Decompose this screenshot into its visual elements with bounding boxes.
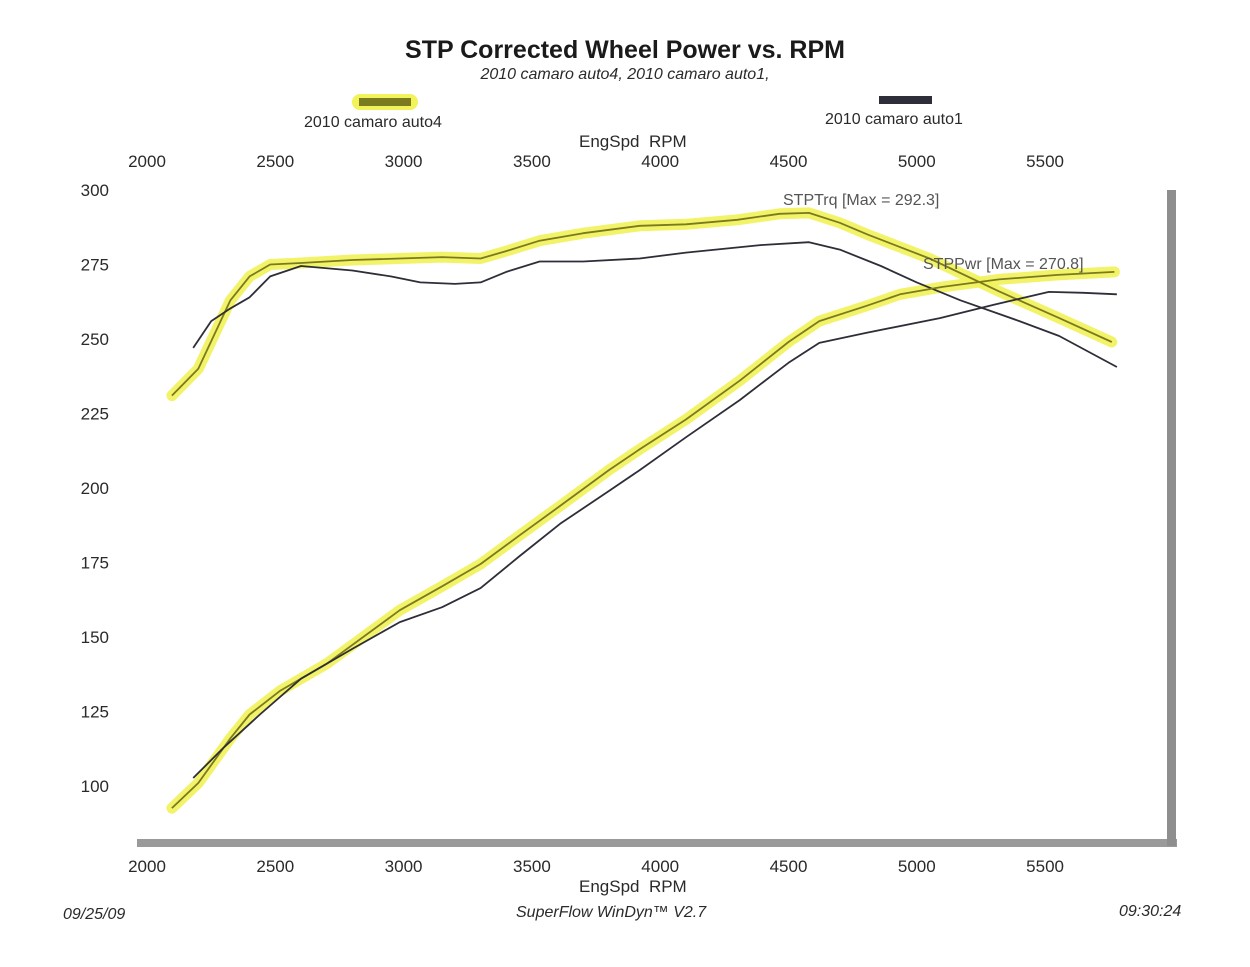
- series-layer: [166, 207, 1120, 814]
- series-line-auto1-torque: [192, 241, 1118, 368]
- x-tick-label-bottom: 4500: [770, 857, 808, 876]
- series-line-auto4-torque: [171, 211, 1113, 397]
- y-tick-labels: 300 275 250 225 200 175 150 125 100: [81, 181, 109, 796]
- y-tick-label: 225: [81, 405, 109, 424]
- bottom-axis-bar: [137, 839, 1177, 847]
- x-axis-title-top: EngSpd RPM: [579, 132, 687, 151]
- x-tick-label-top: 5500: [1026, 152, 1064, 171]
- x-tick-label-top: 2500: [256, 152, 294, 171]
- x-axis-title-bottom: EngSpd RPM: [579, 877, 687, 896]
- legend-swatch-auto4: [359, 98, 411, 106]
- x-tick-label-top: 4000: [641, 152, 679, 171]
- legend-label-auto4: 2010 camaro auto4: [304, 114, 442, 131]
- x-tick-label-bottom: 5500: [1026, 857, 1064, 876]
- y-tick-label: 100: [81, 777, 109, 796]
- legend-item-auto1: 2010 camaro auto1: [820, 92, 1000, 136]
- y-tick-label: 175: [81, 554, 109, 573]
- x-tick-label-top: 3000: [385, 152, 423, 171]
- y-tick-label: 250: [81, 330, 109, 349]
- x-tick-label-top: 5000: [898, 152, 936, 171]
- series-line-auto4-power: [171, 271, 1115, 809]
- footer-time: 09:30:24: [1119, 903, 1182, 920]
- legend-swatch-auto1: [879, 96, 932, 104]
- legend-item-auto4: 2010 camaro auto4: [300, 92, 470, 136]
- x-tick-label-top: 3500: [513, 152, 551, 171]
- x-tick-label-bottom: 2500: [256, 857, 294, 876]
- footer-date: 09/25/09: [63, 906, 126, 923]
- x-tick-label-bottom: 4000: [641, 857, 679, 876]
- series-line-auto1-power: [192, 290, 1117, 779]
- series-highlight-auto4-2: [166, 266, 1120, 814]
- annotation-layer: STPTrq [Max = 292.3] STPPwr [Max = 270.8…: [783, 192, 1084, 273]
- y-tick-label: 300: [81, 181, 109, 200]
- x-tick-label-top: 4500: [770, 152, 808, 171]
- x-tick-label-top: 2000: [128, 152, 166, 171]
- legend-label-auto1: 2010 camaro auto1: [825, 111, 963, 128]
- chart-title: STP Corrected Wheel Power vs. RPM: [405, 36, 845, 64]
- annotation-torque-max: STPTrq [Max = 292.3]: [783, 192, 939, 209]
- x-tick-label-bottom: 3500: [513, 857, 551, 876]
- annotation-power-max: STPPwr [Max = 270.8]: [923, 256, 1084, 273]
- x-tick-labels-top: 2000 2500 3000 3500 4000 4500 5000 5500: [128, 152, 1064, 171]
- right-axis-bar: [1167, 190, 1176, 846]
- y-tick-label: 275: [81, 256, 109, 275]
- x-tick-label-bottom: 5000: [898, 857, 936, 876]
- plot-frame: [137, 190, 1177, 847]
- y-tick-label: 150: [81, 628, 109, 647]
- y-tick-label: 125: [81, 703, 109, 722]
- x-tick-label-bottom: 2000: [128, 857, 166, 876]
- y-tick-label: 200: [81, 479, 109, 498]
- footer-software: SuperFlow WinDyn™ V2.7: [516, 904, 707, 921]
- chart-subtitle: 2010 camaro auto4, 2010 camaro auto1,: [480, 66, 770, 83]
- x-tick-labels-bottom: 2000 2500 3000 3500 4000 4500 5000 5500: [128, 857, 1064, 876]
- x-tick-label-bottom: 3000: [385, 857, 423, 876]
